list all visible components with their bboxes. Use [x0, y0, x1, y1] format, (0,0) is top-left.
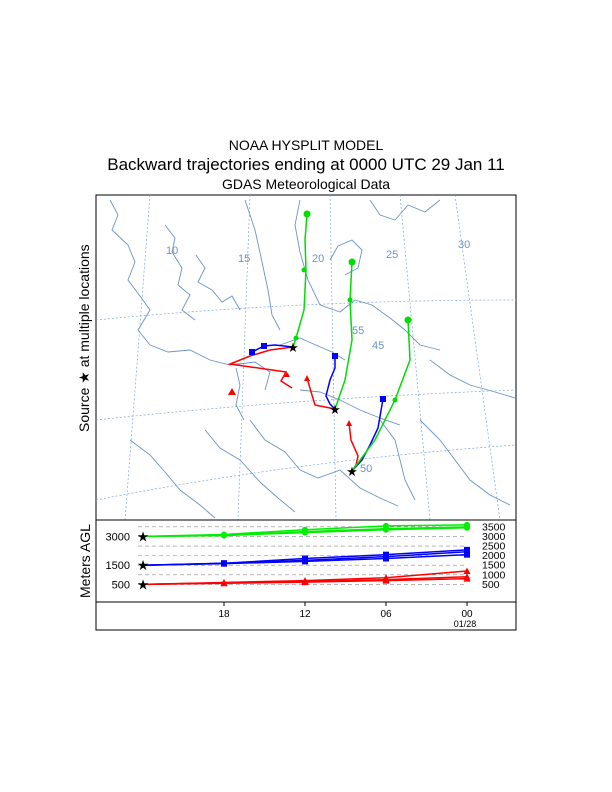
red-triangle-marker — [304, 375, 310, 381]
green-circle-marker — [302, 529, 308, 536]
source-star-icon: ★ — [137, 576, 150, 592]
right-height-tick-label: 1000 — [482, 569, 506, 581]
map-grid — [95, 194, 517, 521]
trajectory-markers — [228, 210, 412, 426]
blue-square-marker — [302, 558, 308, 565]
left-height-tick-label: 500 — [112, 579, 130, 591]
green-circle-marker — [464, 524, 470, 531]
grid-label: 50 — [360, 463, 372, 475]
red-triangle-marker — [346, 420, 352, 426]
green-circle-marker — [301, 267, 307, 273]
green-circle-marker — [303, 210, 311, 218]
green-circle-marker — [383, 526, 389, 533]
left-height-ticks: 3000 1500 500 — [106, 531, 130, 591]
red-triangle-marker — [382, 577, 390, 584]
model-title: NOAA HYSPLIT MODEL — [228, 137, 384, 153]
blue-square-marker — [221, 560, 227, 567]
map-panel: 10 15 20 25 30 55 50 45 — [95, 194, 517, 521]
grid-label: 55 — [352, 325, 364, 337]
map-grid-labels: 10 15 20 25 30 55 50 45 — [166, 239, 470, 475]
green-circle-marker — [348, 258, 356, 266]
red-triangle-marker — [284, 372, 290, 377]
grid-label: 20 — [312, 253, 324, 265]
blue-square-marker — [380, 396, 386, 402]
green-circle-marker — [221, 532, 227, 539]
red-triangle-marker — [228, 388, 236, 395]
blue-square-marker — [332, 353, 338, 359]
right-height-tick-label: 3000 — [482, 531, 506, 543]
blue-square-marker — [249, 349, 255, 355]
time-tick-label: 06 — [380, 609, 392, 620]
trajectory-blue — [351, 398, 384, 472]
source-markers: ★ ★ ★ — [287, 340, 358, 479]
source-star-icon: ★ — [329, 402, 341, 417]
blue-square-marker — [261, 343, 267, 349]
source-star-icon: ★ — [137, 557, 150, 573]
left-height-tick-label: 1500 — [106, 560, 130, 572]
time-ticks: 18 12 06 00 — [218, 602, 473, 620]
green-circle-marker — [392, 397, 398, 403]
red-triangle-marker — [220, 579, 228, 587]
right-height-tick-label: 500 — [482, 579, 500, 591]
date-label: 01/28 — [454, 619, 477, 629]
trajectory-red — [306, 377, 336, 410]
right-height-tick-label: 1500 — [482, 560, 506, 572]
source-star-icon: ★ — [137, 528, 150, 544]
grid-label: 10 — [166, 245, 178, 257]
time-tick-label: 18 — [218, 609, 230, 620]
left-height-tick-label: 3000 — [106, 531, 130, 543]
blue-square-marker — [464, 551, 470, 558]
time-tick-label: 00 — [461, 609, 473, 620]
source-star-icon: ★ — [346, 464, 358, 479]
source-star-icon: ★ — [287, 340, 299, 355]
red-triangle-marker — [463, 575, 471, 582]
trajectory-blue — [325, 356, 336, 410]
trajectory-blue — [251, 344, 294, 353]
red-triangle-marker — [463, 567, 471, 574]
grid-label: 15 — [238, 253, 250, 265]
data-source-label: GDAS Meteorological Data — [221, 176, 391, 192]
chart-title: Backward trajectories ending at 0000 UTC… — [107, 155, 505, 174]
grid-label: 30 — [458, 239, 470, 251]
red-triangle-marker — [301, 578, 309, 586]
trajectory-green — [334, 261, 353, 410]
right-height-tick-label: 2000 — [482, 550, 506, 562]
height-markers: ★ ★ ★ — [137, 521, 471, 592]
green-circle-marker — [404, 316, 412, 324]
green-circle-marker — [293, 335, 299, 341]
blue-square-marker — [383, 555, 389, 562]
trajectory-red — [227, 346, 294, 389]
green-circle-marker — [347, 297, 353, 303]
grid-label: 45 — [372, 340, 384, 352]
grid-label: 25 — [386, 249, 398, 261]
right-height-tick-label: 3500 — [482, 521, 506, 533]
time-tick-label: 12 — [299, 609, 311, 620]
trajectory-group-central — [306, 261, 353, 410]
right-height-tick-label: 2500 — [482, 541, 506, 553]
map-coastlines — [109, 199, 516, 519]
